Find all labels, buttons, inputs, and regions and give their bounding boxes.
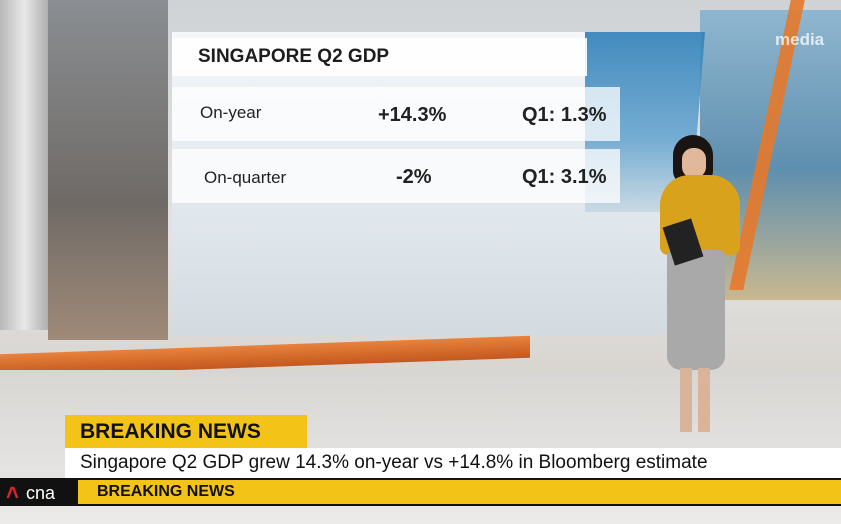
headline-bar bbox=[65, 448, 841, 478]
studio-wall bbox=[48, 0, 168, 340]
pillar bbox=[0, 0, 48, 330]
tag-box bbox=[65, 415, 307, 448]
ticker: BREAKING NEWS bbox=[97, 483, 235, 500]
logo-mark: ˄ bbox=[6, 480, 19, 505]
channel-logo: cna bbox=[26, 483, 56, 503]
row-value: -2% bbox=[396, 166, 432, 188]
row-previous: Q1: 3.1% bbox=[522, 166, 607, 188]
presenter-face bbox=[682, 148, 706, 178]
row-value: +14.3% bbox=[378, 104, 447, 126]
presenter-skirt bbox=[667, 250, 725, 370]
row-label: On-quarter bbox=[204, 168, 287, 187]
headline: Singapore Q2 GDP grew 14.3% on-year vs +… bbox=[80, 452, 708, 473]
row-label: On-year bbox=[200, 103, 262, 122]
title-bar bbox=[172, 38, 587, 76]
graphic-title: SINGAPORE Q2 GDP bbox=[198, 46, 390, 67]
breaking-tag: BREAKING NEWS bbox=[80, 420, 261, 443]
table-row bbox=[172, 87, 620, 141]
ticker-bar bbox=[78, 480, 841, 504]
table-row bbox=[172, 149, 620, 203]
presenter-legs bbox=[680, 368, 710, 432]
row-previous: Q1: 1.3% bbox=[522, 104, 607, 126]
watermark: media bbox=[775, 30, 825, 49]
